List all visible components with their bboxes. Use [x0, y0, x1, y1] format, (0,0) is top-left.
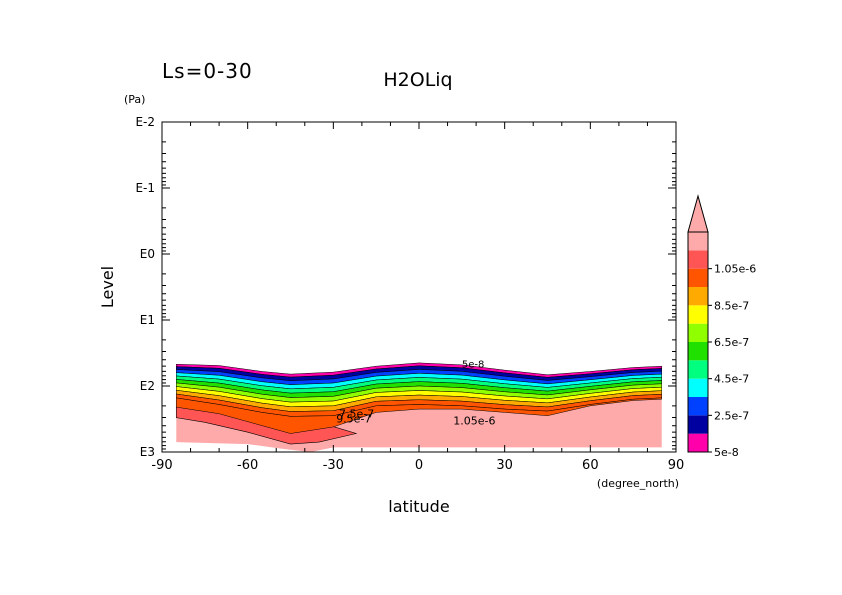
colorbar-swatch [688, 433, 708, 452]
y-axis-units: (Pa) [124, 93, 145, 106]
x-tick-label: -90 [151, 458, 172, 473]
field-band-upper-max [176, 397, 662, 434]
x-axis: -90 -60 -30 0 30 60 90 [151, 122, 684, 473]
y-tick-label: E1 [140, 313, 155, 327]
chart-subtitle: Ls=0-30 [162, 59, 253, 83]
colorbar-swatch [688, 360, 708, 379]
colorbar-swatch [688, 250, 708, 269]
y-tick-label: E-1 [135, 181, 155, 195]
colorbar-swatch [688, 305, 708, 324]
y-tick-label: E-2 [135, 115, 155, 129]
colorbar-label: 8.5e-7 [714, 299, 749, 312]
contour-label: 1.05e-6 [453, 414, 495, 427]
plot-fills [175, 362, 662, 452]
y-tick-label: E0 [140, 247, 155, 261]
x-tick-label: 90 [668, 458, 685, 473]
x-axis-units: (degree_north) [597, 477, 679, 490]
x-tick-label: -60 [237, 458, 258, 473]
colorbar-swatch [688, 415, 708, 434]
colorbar-swatch [688, 397, 708, 416]
x-tick-label: 30 [496, 458, 513, 473]
colorbar-swatch [688, 232, 708, 251]
contour-label: 7.5e-7 [339, 408, 374, 421]
y-tick-label: E3 [140, 445, 155, 459]
x-tick-label: 60 [582, 458, 599, 473]
contour-labels: 1.05e-6 7.5e-79.5e-7 5e-8 [336, 360, 495, 428]
colorbar-swatch [688, 378, 708, 397]
colorbar-swatch [688, 342, 708, 361]
y-axis-label: Level [98, 266, 117, 308]
chart-title: H2OLiq [383, 69, 452, 91]
x-tick-label: -30 [323, 458, 344, 473]
colorbar-label: 4.5e-7 [714, 373, 749, 386]
x-tick-label: 0 [415, 458, 423, 473]
colorbar-swatch [688, 268, 708, 287]
contour-label: 5e-8 [462, 360, 485, 371]
y-axis: E-2 E-1 E0 E1 E2 E3 [135, 115, 676, 459]
colorbar-label: 6.5e-7 [714, 336, 749, 349]
x-axis-label: latitude [388, 497, 449, 516]
colorbar: 5e-8 2.5e-7 4.5e-7 6.5e-7 8.5e-7 1.05e-6 [687, 194, 756, 459]
colorbar-label: 2.5e-7 [714, 409, 749, 422]
colorbar-swatch [688, 323, 708, 342]
contour-label: 9.5e-7 [336, 412, 371, 425]
colorbar-swatch [688, 287, 708, 306]
colorbar-label: 1.05e-6 [714, 263, 756, 276]
colorbar-label: 5e-8 [714, 446, 739, 459]
y-tick-label: E2 [140, 379, 155, 393]
